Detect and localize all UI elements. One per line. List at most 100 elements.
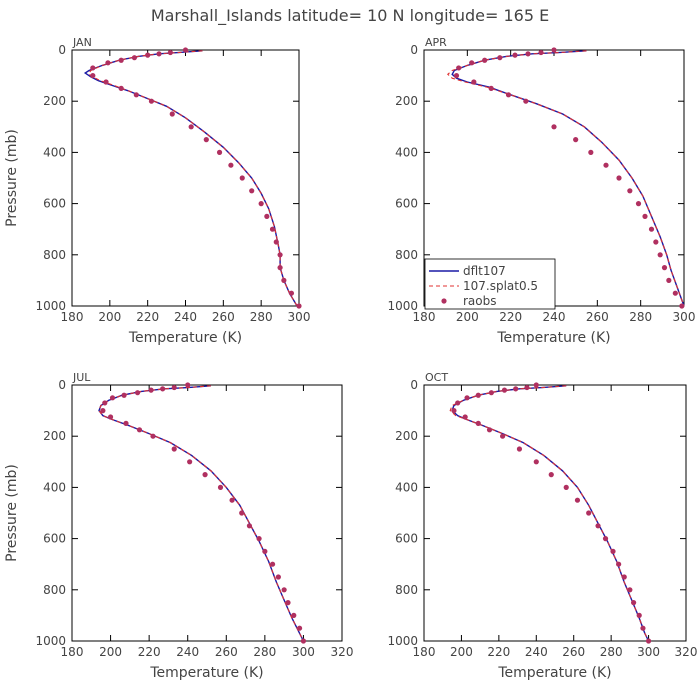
y-tick-label: 800 (43, 248, 66, 262)
raobs-point (501, 387, 508, 393)
raobs-point (118, 85, 124, 91)
y-tick-label: 200 (43, 429, 66, 443)
raobs-point (627, 587, 633, 593)
raobs-point (602, 536, 609, 542)
month-label: APR (425, 36, 447, 49)
raobs-point (666, 277, 672, 283)
x-tick-label: 220 (499, 310, 522, 324)
x-tick-label: 200 (450, 645, 473, 659)
raobs-point (462, 414, 468, 420)
legend-entry: 107.splat0.5 (463, 279, 538, 293)
raobs-point (249, 188, 255, 194)
x-tick-label: 220 (487, 645, 510, 659)
raobs-point (275, 574, 281, 580)
raobs-point (256, 536, 262, 542)
x-tick-label: 280 (600, 645, 623, 659)
x-tick-label: 260 (586, 310, 609, 324)
raobs-point (90, 73, 96, 79)
x-tick-label: 180 (413, 310, 436, 324)
raobs-point (103, 79, 109, 85)
raobs-point (145, 52, 151, 58)
x-tick-label: 240 (543, 310, 566, 324)
raobs-point (573, 137, 579, 143)
y-tick-label: 600 (43, 532, 66, 546)
raobs-point (229, 497, 235, 503)
y-tick-label: 400 (395, 480, 418, 494)
panel-jul: 180 200 220 240 260 280 300 320 0 200 400 600 800 100… (4, 371, 353, 681)
y-tick-label: 400 (43, 145, 66, 159)
raobs-point (627, 188, 633, 194)
raobs-point (475, 392, 481, 398)
raobs-point (185, 382, 191, 388)
x-tick-label: 180 (61, 645, 84, 659)
raobs-point (635, 201, 642, 207)
raobs-point (488, 390, 494, 396)
raobs-point (100, 408, 106, 414)
x-tick-label: 300 (292, 645, 315, 659)
x-tick-label: 260 (215, 645, 238, 659)
x-axis-label: Temperature (K) (149, 665, 263, 681)
raobs-point (258, 201, 264, 207)
month-label: JUL (72, 371, 91, 384)
raobs-point (610, 548, 616, 555)
raobs-point (90, 65, 96, 71)
raobs-point (661, 265, 668, 271)
raobs-point (133, 92, 139, 98)
x-axis-label: Temperature (K) (128, 330, 242, 346)
raobs-point (488, 85, 494, 91)
raobs-point (679, 303, 685, 309)
y-tick-label: 200 (395, 429, 418, 443)
raobs-point (516, 446, 523, 452)
raobs-point (277, 265, 283, 271)
legend-box (424, 258, 556, 310)
raobs-point (551, 47, 557, 53)
raobs-point (653, 239, 659, 245)
x-tick-label: 280 (250, 310, 273, 324)
raobs-point (500, 433, 506, 439)
raobs-point (533, 382, 539, 388)
figure-title: Marshall_Islands latitude= 10 N longitud… (151, 6, 549, 26)
raobs-point (239, 175, 245, 181)
raobs-point (524, 384, 530, 391)
raobs-point (202, 472, 208, 478)
x-tick-label: 320 (331, 645, 354, 659)
x-tick-label: 260 (562, 645, 585, 659)
raobs-point (269, 561, 276, 567)
raobs-point (187, 459, 193, 465)
raobs-point (109, 395, 116, 401)
raobs-point (512, 52, 518, 58)
raobs-point (482, 57, 488, 63)
x-axis-label: Temperature (K) (497, 665, 611, 681)
raobs-point (621, 574, 627, 580)
y-tick-label: 600 (395, 532, 418, 546)
y-tick-label: 0 (58, 378, 66, 392)
raobs-point (616, 561, 622, 567)
splat-line (98, 385, 304, 642)
raobs-point (548, 472, 554, 478)
raobs-point (642, 213, 648, 219)
raobs-point (160, 386, 166, 392)
x-tick-label: 280 (253, 645, 276, 659)
plot-frame (423, 384, 687, 642)
raobs-point (640, 625, 646, 631)
x-tick-label: 200 (98, 310, 121, 324)
raobs-point (217, 484, 224, 490)
legend-swatch-raobs (441, 298, 447, 304)
raobs-point (105, 60, 111, 66)
raobs-point (123, 420, 129, 426)
raobs-point (672, 290, 678, 296)
x-tick-label: 180 (413, 645, 436, 659)
x-tick-label: 280 (629, 310, 652, 324)
raobs-point (648, 226, 655, 232)
y-tick-label: 800 (43, 583, 66, 597)
raobs-point (657, 252, 663, 258)
raobs-point (131, 55, 138, 61)
raobs-point (171, 384, 177, 391)
raobs-point (586, 510, 592, 516)
x-tick-label: 200 (99, 645, 122, 659)
raobs-point (300, 638, 307, 644)
raobs-point (167, 49, 173, 56)
raobs-point (455, 400, 461, 406)
